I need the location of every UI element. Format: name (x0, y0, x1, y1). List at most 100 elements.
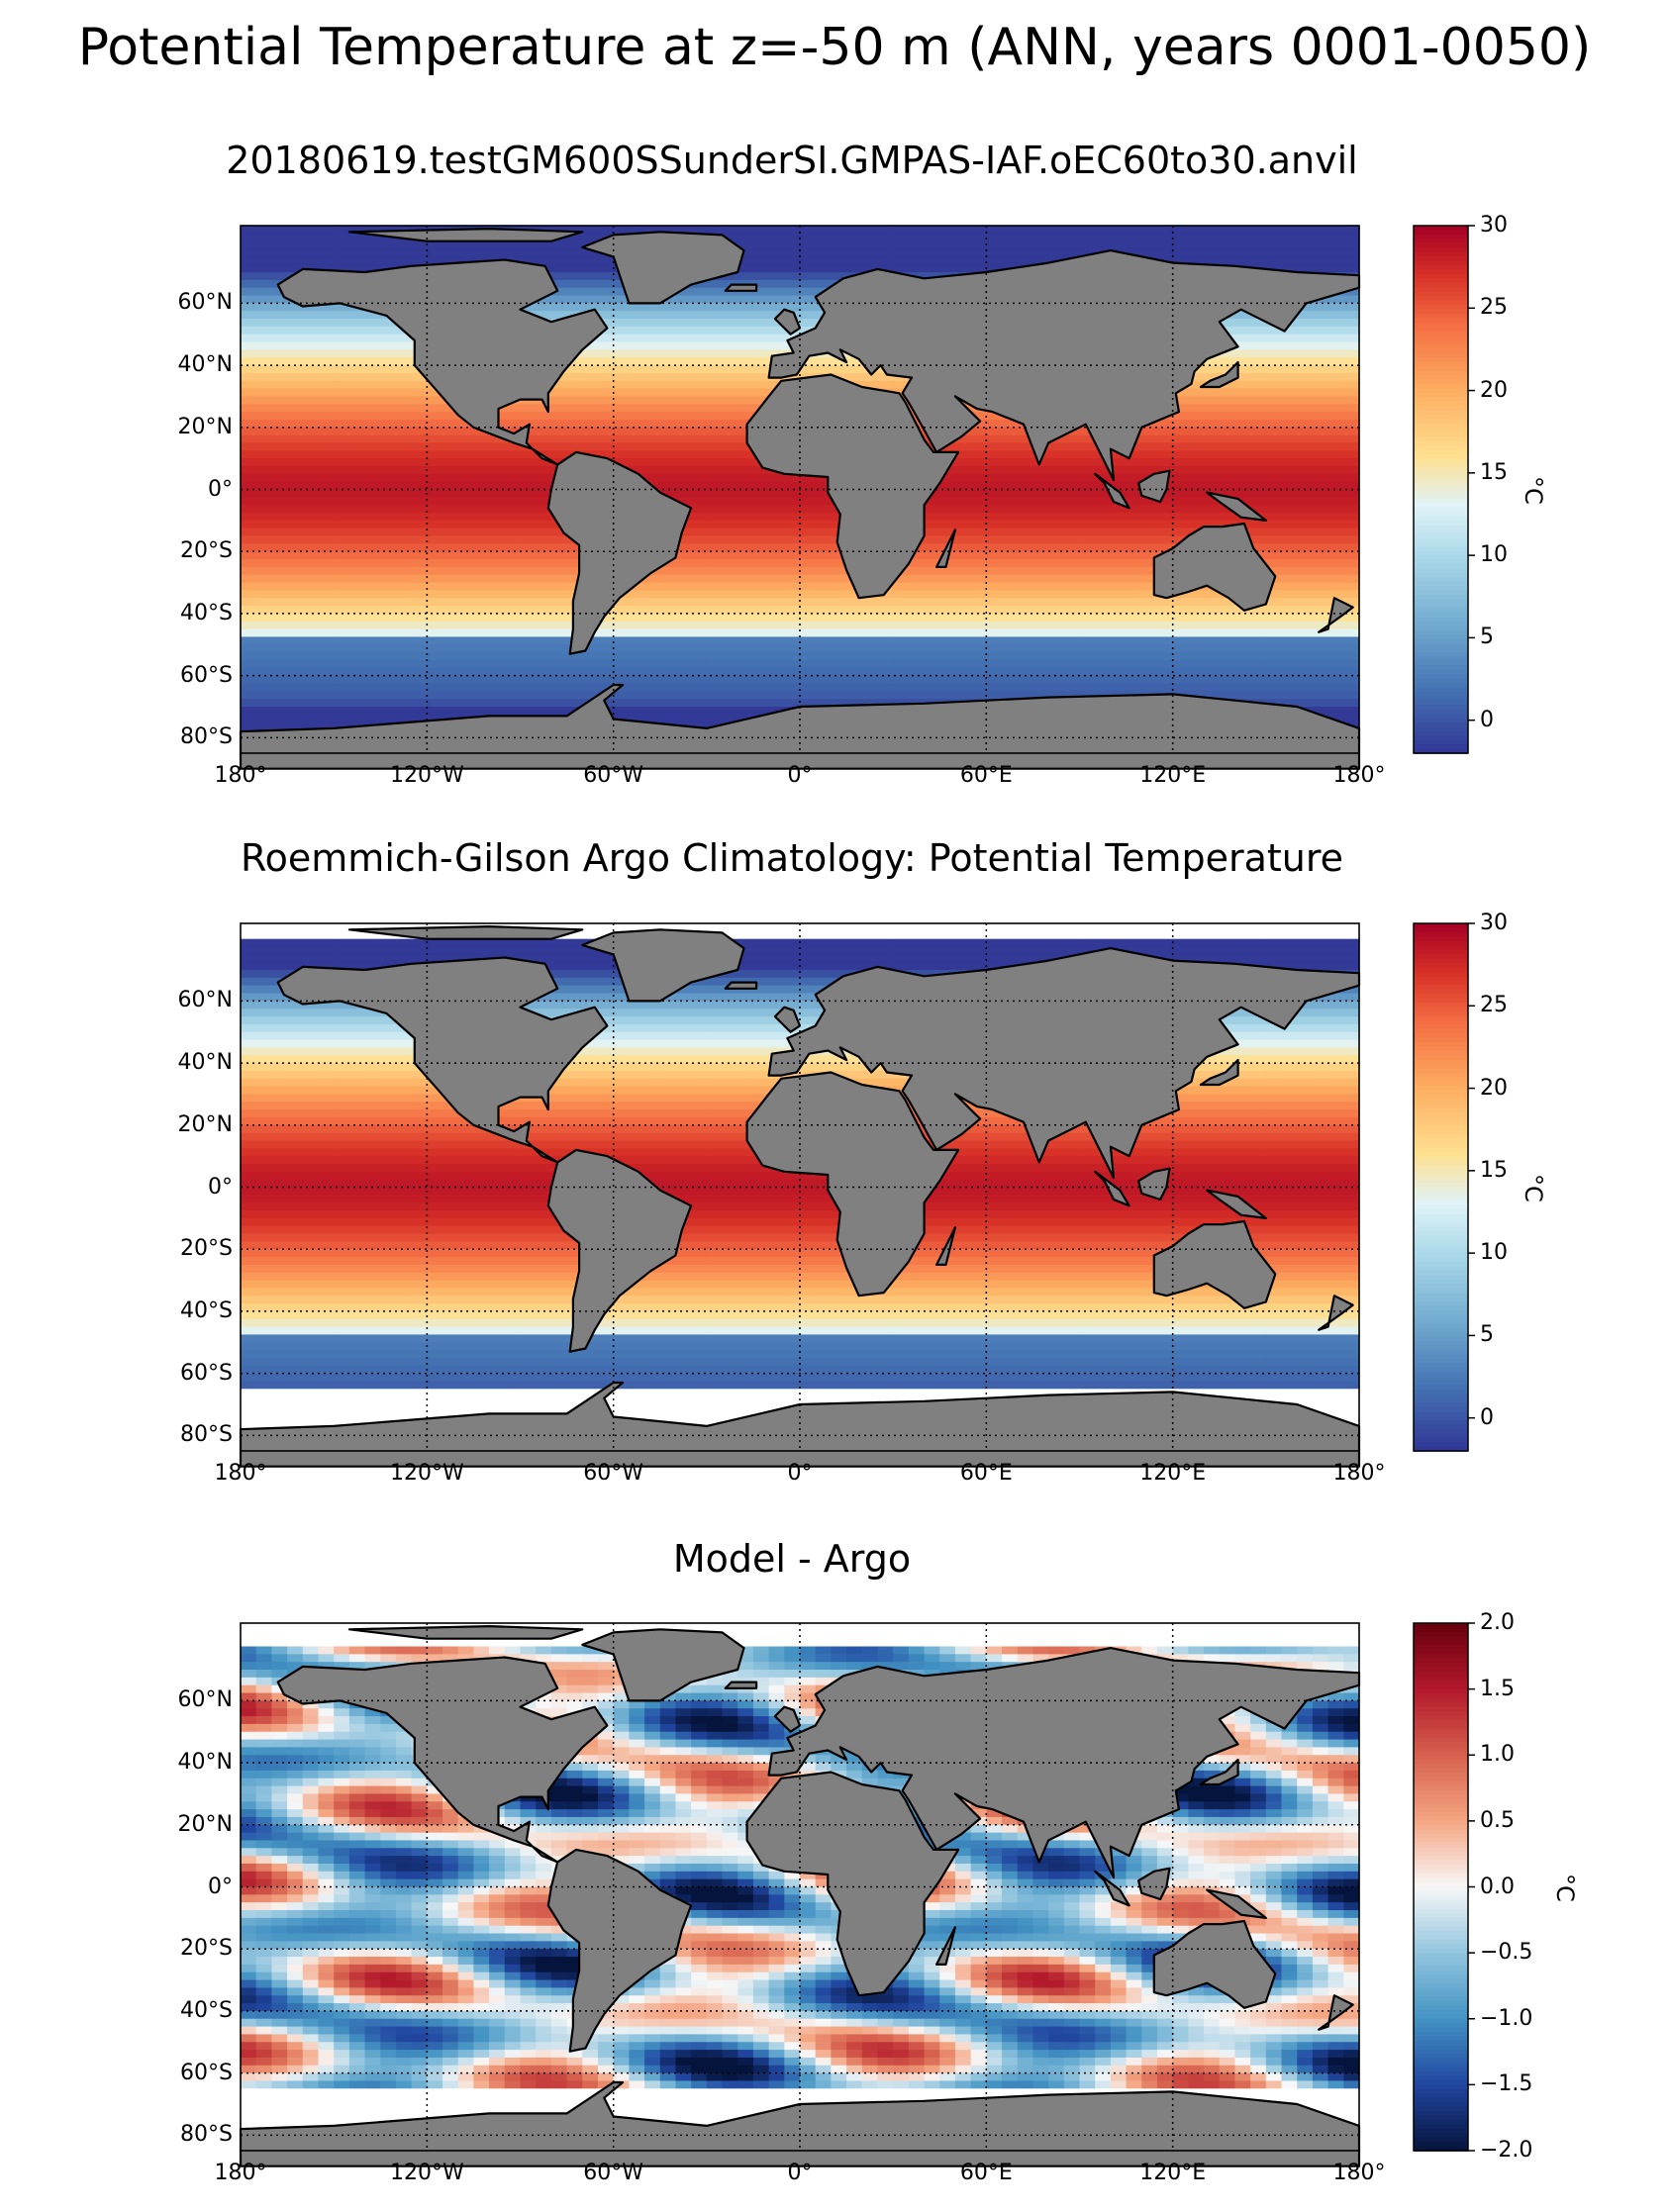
field-cell (986, 450, 1081, 459)
field-cell (1343, 1654, 1360, 1663)
field-cell (536, 1925, 552, 1935)
field-cell (970, 1654, 987, 1663)
field-cell (1172, 659, 1267, 669)
field-cell (1327, 1793, 1344, 1802)
field-cell (1297, 1910, 1314, 1919)
field-cell (334, 528, 428, 537)
field-cell (427, 644, 522, 653)
field-cell (675, 1692, 692, 1701)
field-cell (255, 1824, 272, 1834)
field-cell (986, 1241, 1081, 1250)
field-cell (536, 1894, 552, 1903)
field-cell (1156, 1925, 1174, 1935)
colorbar-segment (1414, 976, 1468, 982)
field-cell (427, 1202, 522, 1211)
field-cell (737, 1871, 754, 1880)
field-cell (411, 1801, 428, 1810)
field-cell (334, 1318, 428, 1328)
field-cell (1265, 1917, 1283, 1927)
field-cell (520, 1078, 615, 1088)
field-cell (334, 319, 428, 328)
field-cell (691, 1723, 708, 1733)
field-cell (395, 1917, 413, 1927)
field-cell (427, 528, 522, 537)
field-cell (520, 946, 615, 955)
field-cell (1079, 683, 1174, 692)
field-cell (800, 1350, 894, 1359)
field-cell (1172, 489, 1267, 498)
field-cell (1126, 1863, 1142, 1873)
field-cell (722, 1778, 738, 1787)
colorbar-segment (1414, 669, 1468, 675)
map-panel (239, 225, 1361, 770)
colorbar-segment (1414, 748, 1468, 754)
colorbar-segment (1414, 322, 1468, 328)
field-cell (613, 1023, 708, 1033)
field-cell (815, 1941, 832, 1950)
field-cell (1095, 1894, 1112, 1903)
field-cell (800, 1623, 817, 1632)
colorbar-segment (1414, 309, 1468, 315)
field-cell (427, 598, 522, 607)
field-cell (1172, 636, 1267, 645)
field-cell (1265, 1856, 1283, 1865)
field-cell (427, 434, 522, 444)
field-cell (1188, 1840, 1205, 1849)
field-cell (520, 1288, 615, 1297)
field-cell (348, 1856, 366, 1865)
field-cell (473, 1917, 490, 1927)
field-cell (613, 1778, 630, 1787)
field-cell (1172, 427, 1267, 436)
field-cell (722, 1747, 738, 1756)
field-cell (334, 1623, 350, 1632)
field-cell (1312, 1731, 1329, 1741)
field-cell (1265, 372, 1360, 382)
land-polygon (745, 373, 960, 600)
field-cell (1079, 1272, 1174, 1282)
field-cell (241, 303, 335, 312)
field-cell (986, 683, 1081, 692)
field-cell (582, 1763, 599, 1772)
field-cell (768, 1886, 785, 1895)
field-cell (1250, 1886, 1267, 1895)
field-cell (784, 1670, 801, 1679)
field-cell (893, 1318, 987, 1328)
colorbar-segment (1414, 581, 1468, 588)
field-cell (241, 1677, 257, 1686)
field-cell (302, 1654, 320, 1663)
field-cell (846, 1623, 863, 1632)
field-cell (241, 675, 335, 685)
field-cell (1141, 1824, 1158, 1834)
field-cell (348, 1941, 366, 1950)
field-cell (241, 334, 335, 343)
field-cell (550, 1832, 568, 1842)
field-cell (1079, 1350, 1174, 1359)
field-cell (334, 473, 428, 483)
field-cell (691, 1917, 708, 1927)
field-cell (800, 946, 894, 955)
field-cell (1172, 938, 1267, 948)
field-cell (427, 1140, 522, 1149)
field-cell (613, 636, 708, 645)
field-cell (706, 365, 801, 374)
field-cell (334, 1296, 428, 1304)
field-cell (737, 1646, 754, 1655)
field-cell (364, 1662, 381, 1671)
field-cell (706, 628, 801, 638)
y-tick-label: 20°S (180, 538, 233, 564)
field-cell (768, 1677, 785, 1686)
field-cell (427, 1249, 522, 1258)
field-cell (241, 497, 335, 506)
field-cell (241, 938, 335, 948)
field-cell (644, 1708, 661, 1717)
field-cell (582, 1646, 599, 1655)
field-cell (1265, 450, 1360, 459)
field-cell (815, 1677, 832, 1686)
field-cell (334, 388, 428, 398)
field-cell (1110, 1925, 1128, 1935)
field-cell (768, 1654, 785, 1663)
field-cell (395, 1785, 413, 1795)
field-cell (954, 1662, 972, 1671)
field-cell (241, 1419, 335, 1429)
field-cell (566, 1670, 583, 1679)
